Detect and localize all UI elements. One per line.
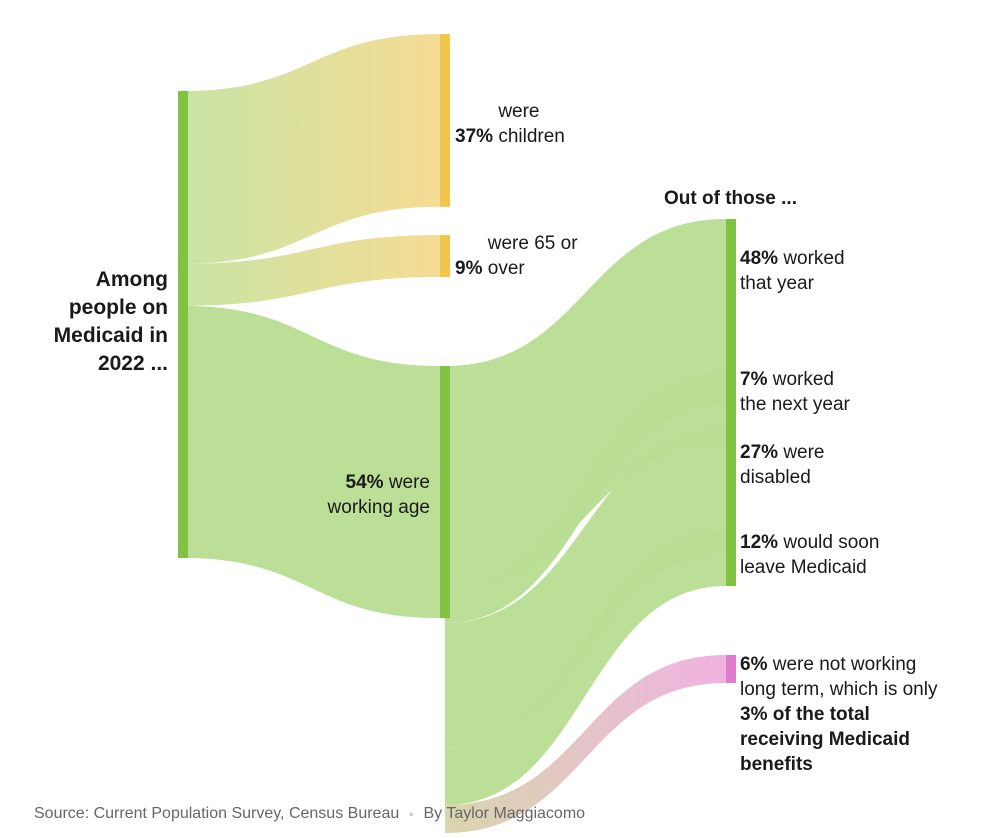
worked-next-year-percent: 7% [740, 369, 768, 390]
band-working_age-to-worked_next [445, 372, 726, 623]
worked-text: worked that year [740, 248, 845, 294]
worked-next-year-text: worked the next year [740, 369, 850, 415]
leave-medicaid-text: would soon leave Medicaid [740, 532, 880, 578]
disabled-node-label: 27% were disabled [740, 440, 840, 490]
node-bar-worked [726, 219, 736, 444]
node-bar-disabled [726, 428, 736, 555]
band-root-to-seniors [183, 235, 440, 306]
node-bar-leave [726, 530, 736, 587]
worked-percent: 48% [740, 248, 779, 269]
leave-medicaid-percent: 12% [740, 532, 779, 553]
children-text: were children [498, 101, 565, 147]
worked-next-year-node-label: 7% worked the next year [740, 367, 865, 417]
band-working_age-to-leave [445, 530, 726, 805]
disabled-percent: 27% [740, 442, 779, 463]
children-node-label: 37% were children [455, 99, 608, 149]
node-bar-children [440, 34, 450, 207]
node-bar-working_age [440, 366, 450, 619]
worked-node-label: 48% worked that year [740, 246, 865, 296]
working-age-node-label: 54% were working age [280, 470, 430, 520]
not-working-text: were not working long term, which is onl… [740, 654, 938, 700]
sankey-node-bars [178, 34, 736, 684]
node-bar-root [178, 91, 188, 558]
node-bar-seniors [440, 235, 450, 278]
byline: By Taylor Maggiacomo [423, 805, 586, 822]
working-age-text: were working age [327, 472, 430, 518]
band-working_age-to-not_working [445, 655, 726, 833]
seniors-percent: 9% [455, 258, 483, 279]
band-working_age-to-disabled [445, 428, 726, 749]
seniors-text: were 65 or over [487, 233, 578, 279]
seniors-node-label: 9% were 65 or over [455, 231, 588, 281]
band-working_age-to-worked [445, 219, 726, 591]
footer-credits: Source: Current Population Survey, Censu… [34, 805, 585, 823]
working-age-percent: 54% [345, 472, 384, 493]
node-bar-not_working [726, 655, 736, 684]
band-root-to-working_age [183, 305, 440, 619]
not-working-percent: 6% [740, 654, 768, 675]
not-working-share-of-total: 3% of the total receiving Medicaid benef… [740, 704, 911, 775]
source-note: Source: Current Population Survey, Censu… [34, 805, 400, 822]
sankey-bands [183, 34, 726, 833]
root-node-label: Among people on Medicaid in 2022 ... [53, 268, 168, 375]
leave-medicaid-node-label: 12% would soon leave Medicaid [740, 530, 900, 580]
children-percent: 37% [455, 126, 494, 147]
node-bar-worked_next [726, 372, 736, 405]
disabled-text: were disabled [740, 442, 825, 488]
not-working-node-label: 6% were not working long term, which is … [740, 652, 940, 777]
footer-separator: ▪ [409, 807, 414, 821]
out-of-those-heading: Out of those ... [664, 188, 797, 209]
band-root-to-children [183, 34, 440, 264]
